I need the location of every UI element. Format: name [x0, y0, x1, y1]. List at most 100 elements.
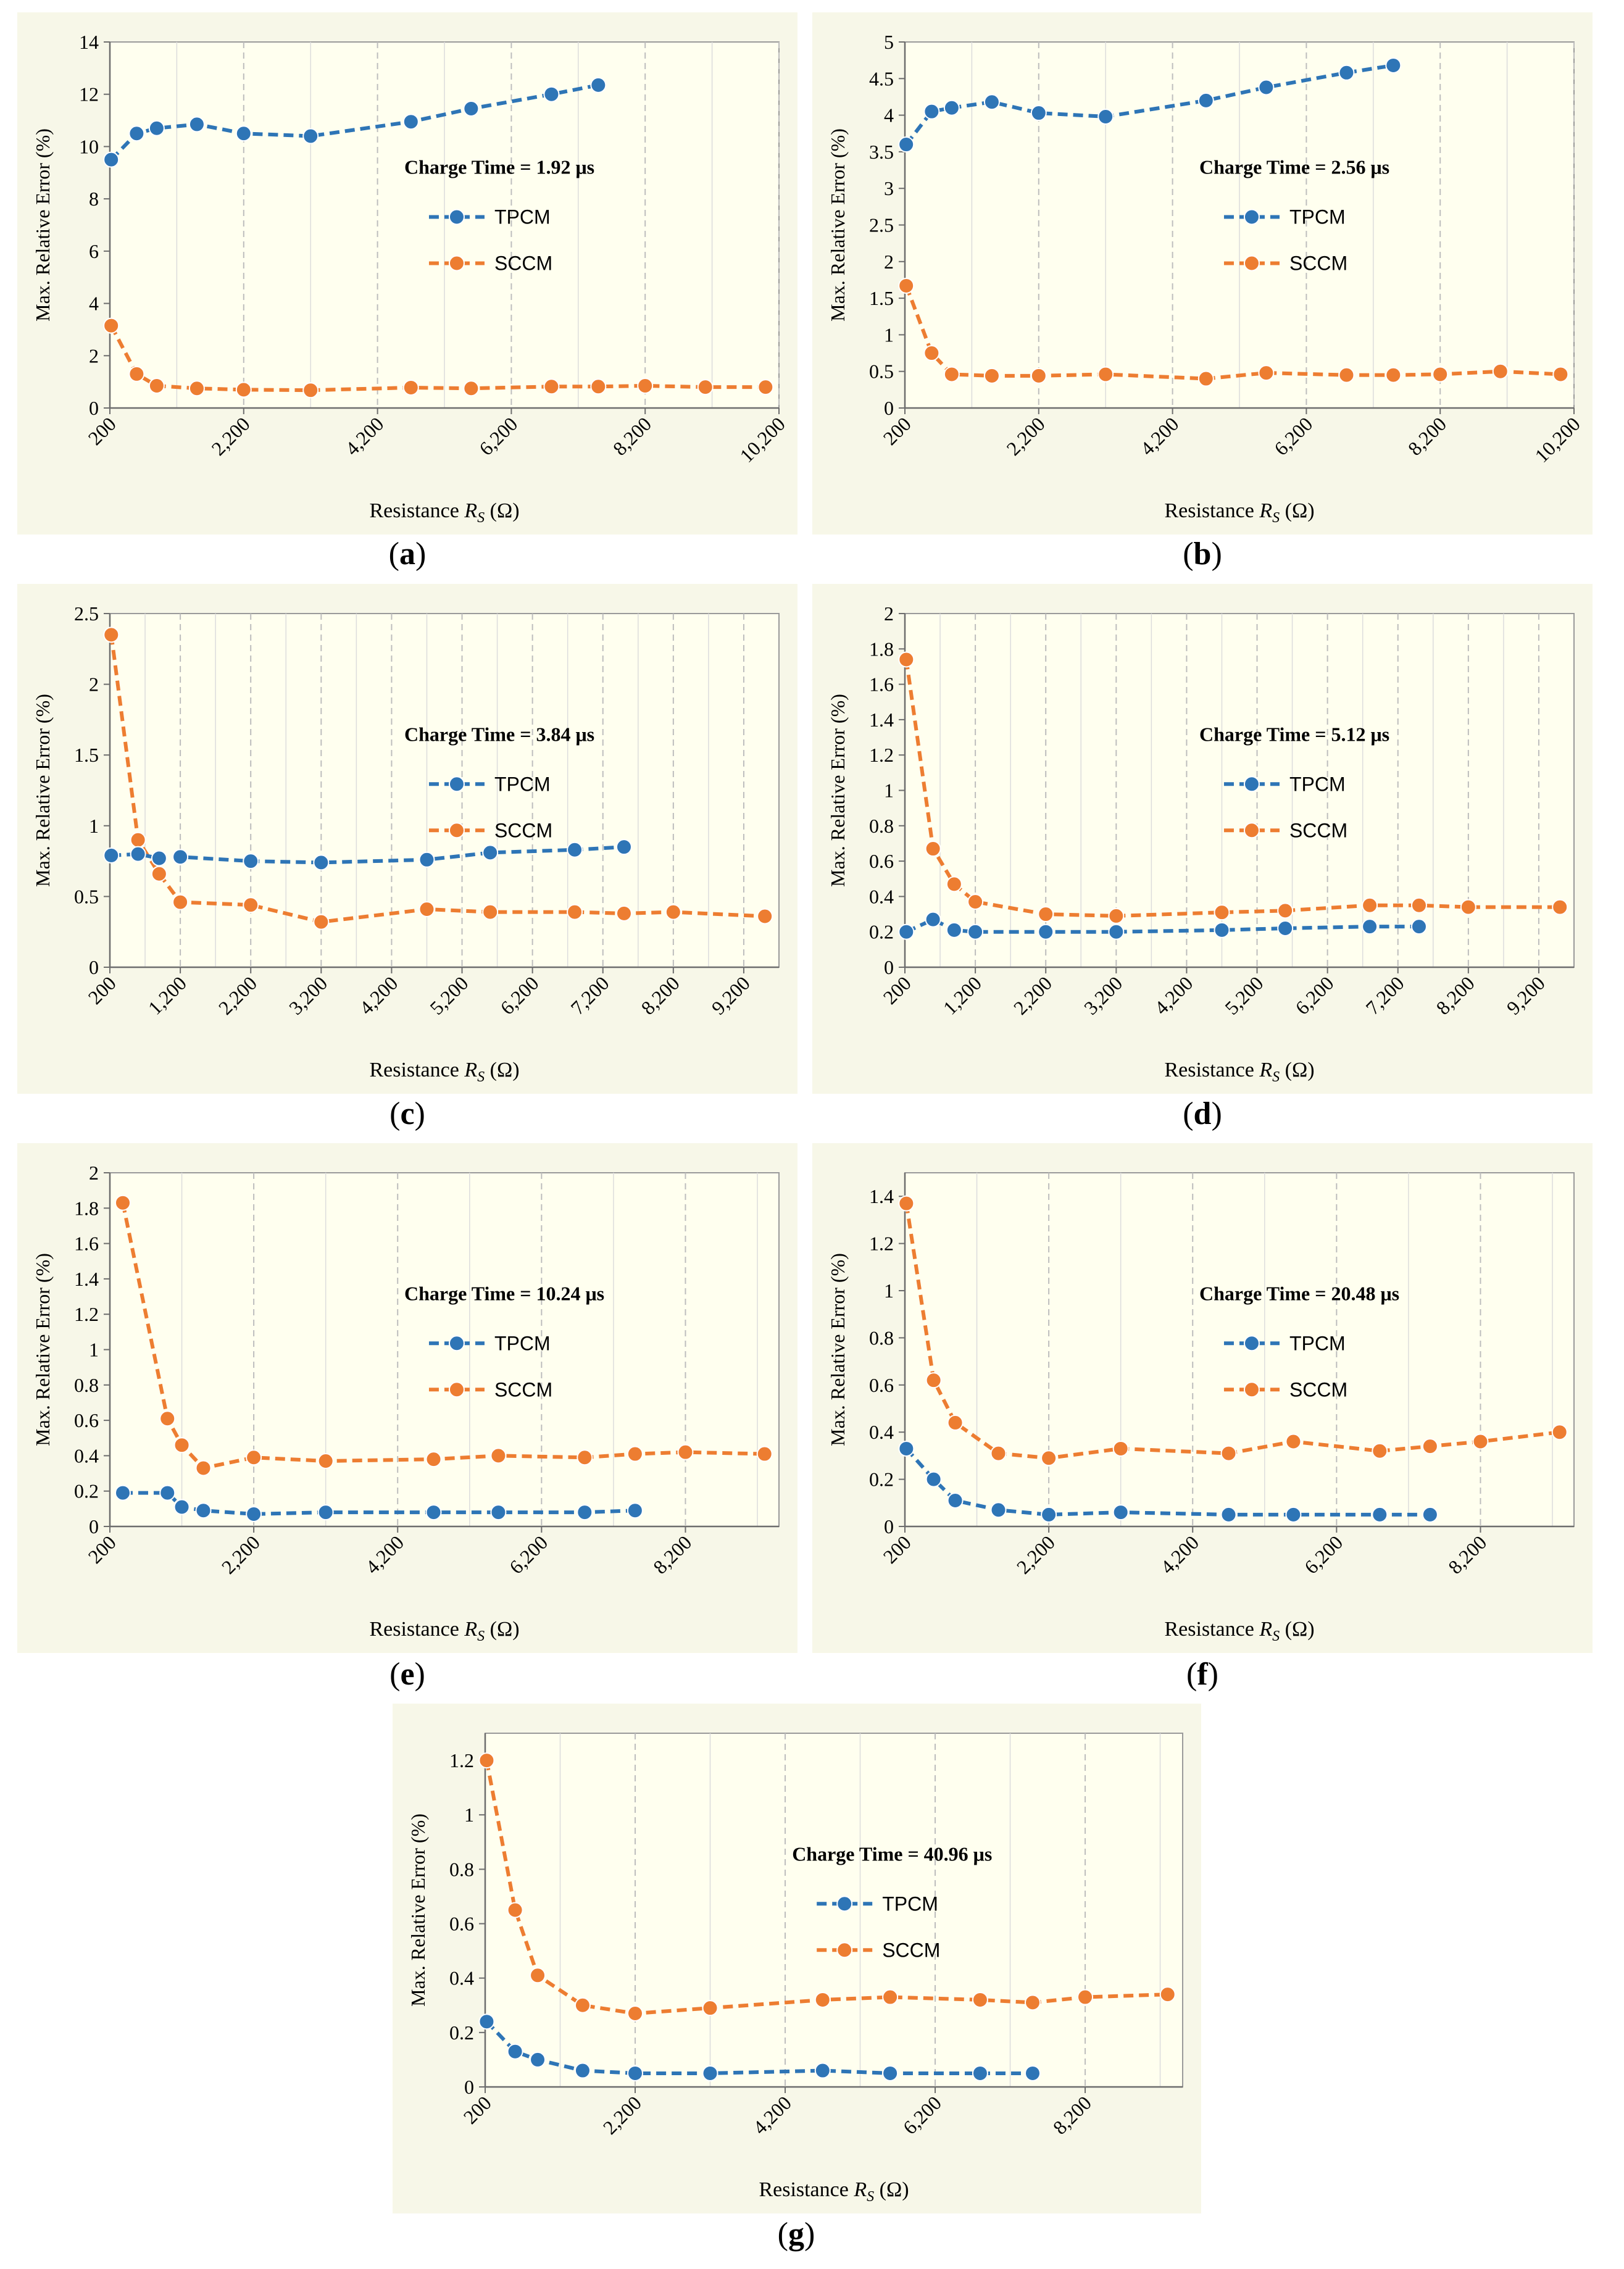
data-point-tpcm [103, 151, 120, 168]
panel-letter-c: (c) [389, 1096, 425, 1131]
data-point-tpcm [402, 114, 419, 130]
x-axis-title-unit: (Ω) [485, 499, 519, 522]
chart-panel-f: 0 0.2 0.4 0.6 0.8 1 1.2 1.4 200 2,200 4,200 6,200 8,… [812, 1143, 1593, 1653]
legend-marker-tpcm [1243, 776, 1260, 793]
data-point-tpcm [967, 923, 984, 940]
data-point-sccm [1372, 1443, 1388, 1459]
data-point-tpcm [923, 103, 940, 120]
y-tick-label: 4 [89, 293, 99, 315]
data-point-sccm [148, 377, 165, 394]
data-point-tpcm [1258, 79, 1275, 96]
y-tick-label: 0.8 [869, 815, 894, 837]
y-tick-label: 2 [89, 1162, 99, 1184]
data-point-sccm [990, 1445, 1007, 1462]
legend-marker-sccm [1243, 822, 1260, 839]
series-line-tpcm [111, 845, 625, 865]
y-axis-title: Max. Relative Error (%) [827, 1253, 849, 1446]
legend-marker-sccm [448, 822, 465, 839]
legend-marker-sccm [836, 1942, 853, 1959]
data-point-tpcm [925, 1471, 942, 1488]
data-point-tpcm [490, 1504, 507, 1521]
x-axis-title-word: Resistance [1164, 499, 1259, 522]
x-axis-title-unit: (Ω) [485, 1059, 519, 1081]
legend-marker-tpcm [1243, 1335, 1260, 1352]
data-point-tpcm [172, 849, 189, 865]
minor-gridlines [559, 1733, 1161, 2087]
data-point-sccm [567, 904, 583, 920]
x-axis-title-symbol: R [1259, 1618, 1272, 1641]
y-tick-label: 2.5 [74, 602, 99, 625]
y-tick-label: 1.6 [74, 1233, 99, 1255]
y-tick-label: 0 [89, 956, 99, 978]
data-point-sccm [615, 905, 632, 922]
data-point-sccm [1460, 899, 1476, 915]
y-tick-label: 0 [884, 1515, 894, 1538]
y-tick-label: 5 [884, 31, 894, 53]
data-point-sccm [1024, 1994, 1041, 2011]
y-tick-label: 14 [79, 31, 99, 53]
data-point-tpcm [1112, 1504, 1129, 1521]
legend-label-sccm: SCCM [1289, 819, 1347, 841]
legend-label-sccm: SCCM [1289, 252, 1347, 274]
data-point-sccm [590, 378, 607, 395]
data-point-sccm [195, 1460, 212, 1476]
data-point-tpcm [615, 839, 632, 856]
data-point-tpcm [1220, 1506, 1237, 1523]
y-tick-label: 0.8 [74, 1374, 99, 1396]
data-point-tpcm [898, 136, 915, 153]
y-tick-label: 0.6 [74, 1409, 99, 1431]
data-point-sccm [1108, 907, 1125, 924]
series-tpcm [114, 1484, 643, 1522]
y-tick-label: 1 [89, 815, 99, 837]
y-tick-label: 0 [89, 397, 99, 419]
data-point-sccm [1038, 906, 1054, 923]
chart-title: Charge Time = 10.24 μs [404, 1282, 604, 1304]
chart-panel-b: 0 0.5 1 1.5 2 2.5 3 3.5 4 4.5 5 200 2,200 4,200 6,200 8… [812, 12, 1593, 535]
data-point-sccm [665, 904, 681, 920]
y-tick-label: 2 [89, 344, 99, 367]
data-point-sccm [757, 379, 774, 396]
data-point-sccm [898, 1195, 915, 1212]
x-axis-title-word: Resistance [1164, 1618, 1259, 1641]
data-point-tpcm [159, 1484, 176, 1501]
y-tick-label: 2.5 [869, 214, 894, 236]
data-point-tpcm [1041, 1506, 1057, 1523]
data-point-tpcm [302, 128, 319, 144]
y-tick-label: 4 [884, 104, 894, 127]
x-axis-title-word: Resistance [759, 2178, 854, 2201]
data-point-sccm [1472, 1433, 1489, 1450]
y-tick-label: 1.8 [74, 1197, 99, 1219]
data-point-tpcm [478, 2013, 495, 2030]
major-gridlines [1038, 42, 1575, 408]
legend-label-tpcm: TPCM [494, 1332, 551, 1354]
data-point-sccm [482, 904, 499, 920]
y-tick-label: 1.5 [74, 744, 99, 766]
data-point-sccm [972, 1991, 988, 2008]
data-point-tpcm [463, 101, 480, 117]
series-sccm [898, 277, 1569, 387]
series-line-tpcm [110, 83, 599, 161]
data-point-sccm [1385, 367, 1402, 383]
series-sccm [898, 1195, 1568, 1467]
major-gridlines [635, 1733, 1086, 2087]
data-point-tpcm [627, 2065, 644, 2081]
y-tick-label: 1.4 [74, 1268, 99, 1290]
chart-title: Charge Time = 3.84 μs [404, 723, 594, 745]
data-point-tpcm [1372, 1506, 1388, 1523]
data-point-sccm [967, 893, 984, 910]
panel-letter-d: (d) [1183, 1096, 1222, 1131]
data-point-sccm [507, 1902, 523, 1918]
data-point-sccm [677, 1444, 694, 1460]
data-point-sccm [1041, 1450, 1057, 1467]
legend-label-sccm: SCCM [494, 1378, 552, 1401]
data-point-tpcm [590, 77, 607, 93]
series-sccm [478, 1752, 1176, 2021]
x-axis-title-subscript: S [867, 2189, 874, 2205]
x-axis-title: Resistance RS (Ω) [1164, 1618, 1314, 1644]
data-point-sccm [1030, 367, 1047, 384]
y-axis-title: Max. Relative Error (%) [827, 128, 849, 322]
data-point-sccm [627, 1446, 643, 1462]
data-point-sccm [1422, 1438, 1438, 1455]
data-point-tpcm [482, 844, 499, 861]
